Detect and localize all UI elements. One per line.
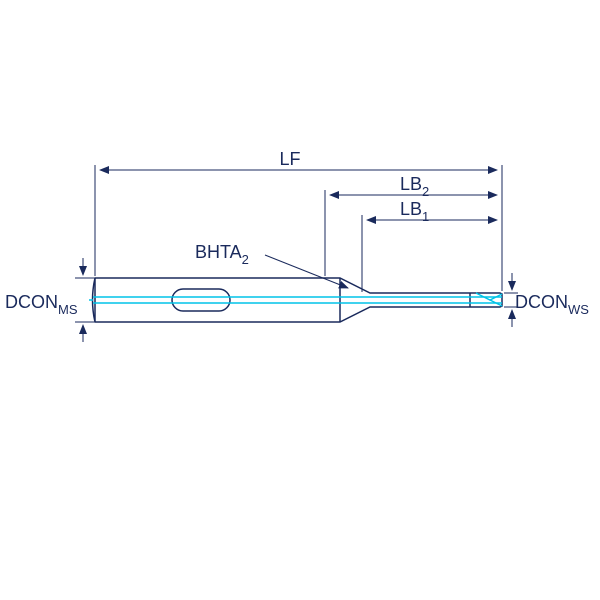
label-BHTA2: BHTA2 xyxy=(195,242,249,267)
technical-drawing: LF LB2 LB1 BHTA2 DCONMS xyxy=(0,0,600,600)
dim-DCON-WS: DCONWS xyxy=(504,273,589,327)
label-DCON-MS: DCONMS xyxy=(5,292,78,317)
dim-LB1: LB1 xyxy=(367,199,497,224)
flat-slot xyxy=(172,289,230,311)
dim-LB2: LB2 xyxy=(330,174,497,199)
label-LF: LF xyxy=(279,149,300,169)
tool-body xyxy=(93,278,503,322)
centerlines xyxy=(88,297,502,303)
dim-LF: LF xyxy=(100,149,497,170)
extension-lines xyxy=(95,165,502,292)
label-DCON-WS: DCONWS xyxy=(515,292,589,317)
shank-outline xyxy=(95,278,502,322)
dim-DCON-MS: DCONMS xyxy=(5,258,94,342)
